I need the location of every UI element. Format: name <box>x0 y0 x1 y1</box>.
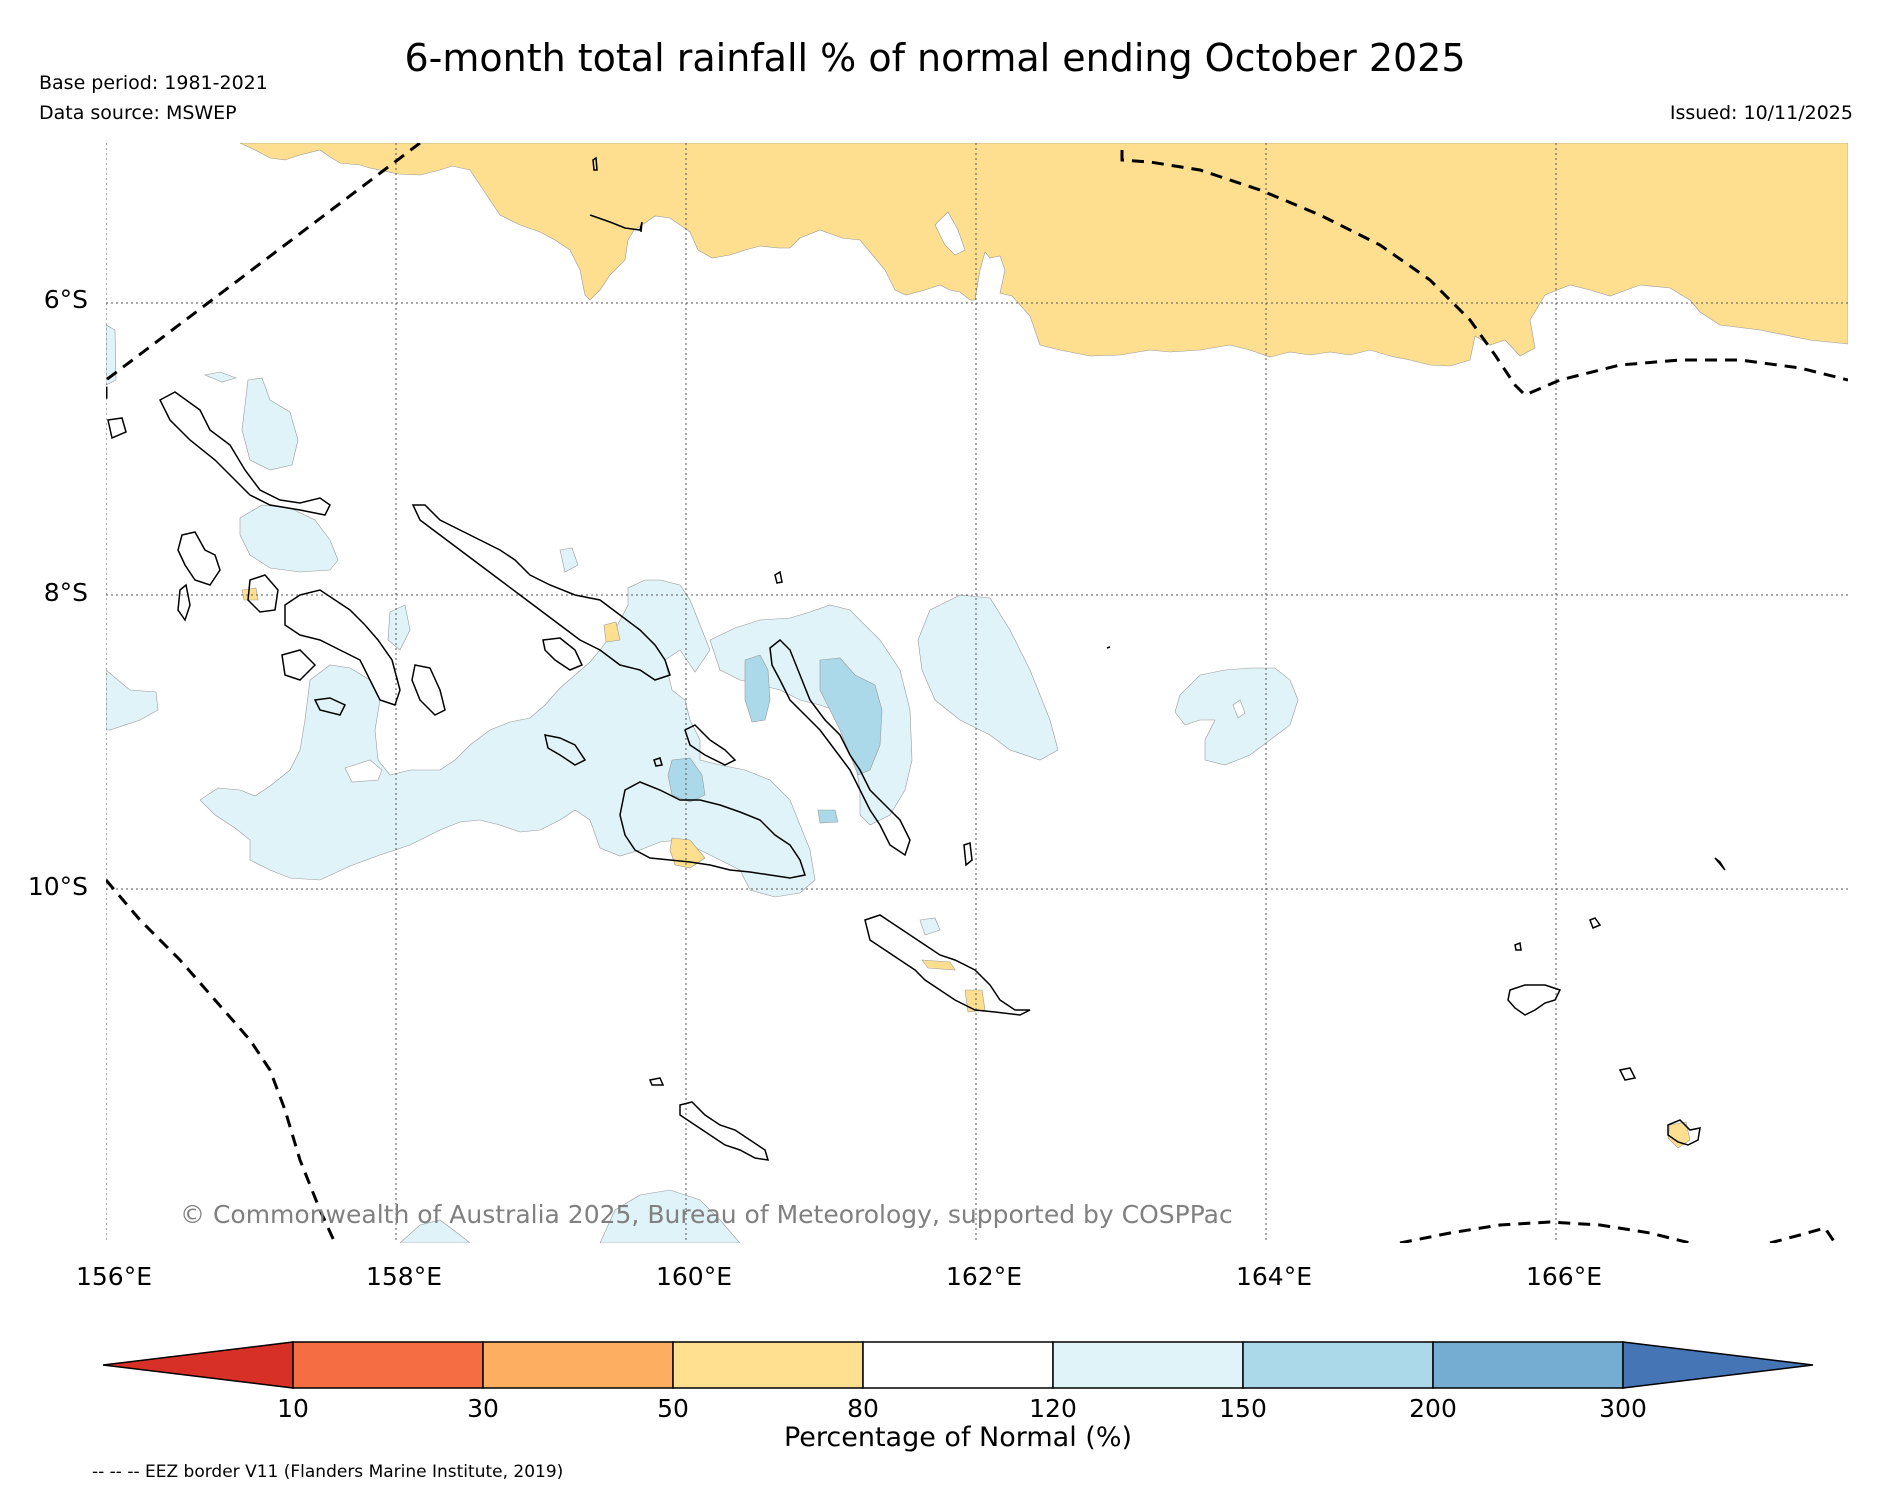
colorbar-tick: 80 <box>847 1394 879 1423</box>
colorbar <box>102 1341 1814 1389</box>
colorbar-tick: 200 <box>1409 1394 1457 1423</box>
lat-label-10s: 10°S <box>27 872 88 901</box>
colorbar-tick: 50 <box>657 1394 689 1423</box>
colorbar-label: Percentage of Normal (%) <box>783 1422 1133 1453</box>
lat-label-8s: 8°S <box>43 578 88 607</box>
lon-label-164e: 164°E <box>1235 1262 1312 1291</box>
wet-area-mid-2 <box>819 657 883 776</box>
coastlines <box>107 156 1726 1161</box>
colorbar-tick: 120 <box>1029 1394 1077 1423</box>
graticule <box>106 143 1848 1243</box>
eez-legend-note: -- -- -- EEZ border V11 (Flanders Marine… <box>92 1462 564 1482</box>
colorbar-tick: 10 <box>277 1394 309 1423</box>
lon-label-158e: 158°E <box>365 1262 442 1291</box>
wet-area-mid-1 <box>744 654 771 723</box>
colorbar-extend-low <box>102 1341 294 1389</box>
lat-label-6s: 6°S <box>43 285 88 314</box>
data-source-text: Data source: MSWEP <box>39 102 237 124</box>
lon-label-166e: 166°E <box>1525 1262 1602 1291</box>
base-period-text: Base period: 1981-2021 <box>39 72 268 94</box>
copyright-notice: © Commonwealth of Australia 2025, Bureau… <box>180 1200 1233 1229</box>
colorbar-tick: 300 <box>1599 1394 1647 1423</box>
lon-label-160e: 160°E <box>655 1262 732 1291</box>
issued-date-text: Issued: 10/11/2025 <box>1669 102 1853 124</box>
eez-borders <box>106 143 1848 1243</box>
colorbar-tick: 150 <box>1219 1394 1267 1423</box>
wet-area-west <box>106 669 159 731</box>
wet-area-far-east <box>1174 667 1299 766</box>
dry-region-north <box>239 143 1848 367</box>
lon-label-156e: 156°E <box>75 1262 152 1291</box>
lon-label-162e: 162°E <box>945 1262 1022 1291</box>
wet-area-central <box>199 579 816 898</box>
map-title: 6-month total rainfall % of normal endin… <box>404 36 1466 80</box>
colorbar-tick: 30 <box>467 1394 499 1423</box>
colorbar-extend-high <box>1622 1341 1814 1389</box>
